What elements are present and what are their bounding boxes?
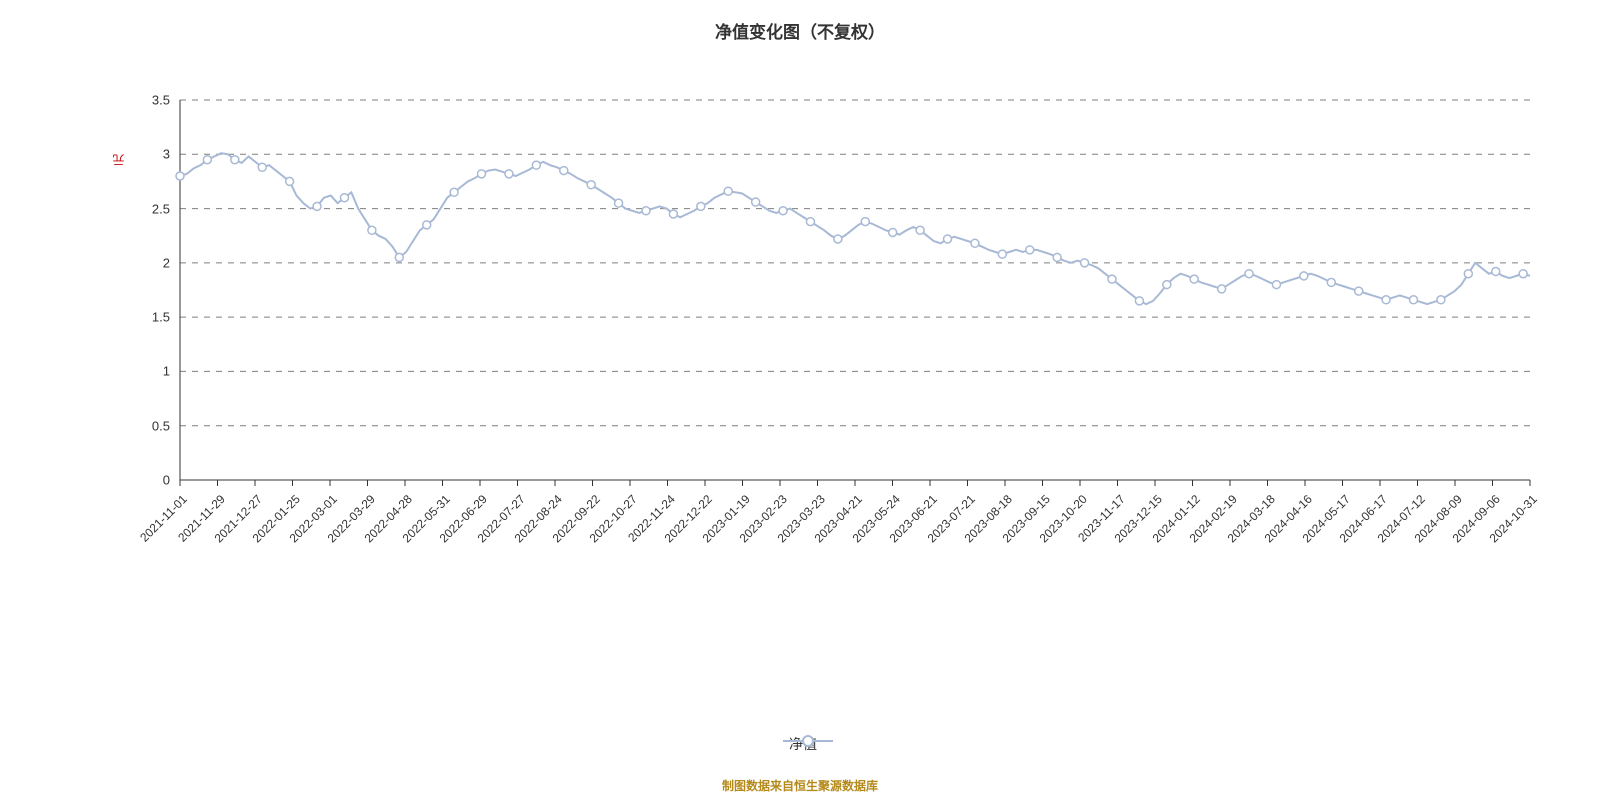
y-tick-label: 0.5: [130, 418, 170, 433]
y-axis-label: 元: [110, 154, 127, 166]
chart-title: 净值变化图（不复权）: [0, 18, 1600, 43]
chart-footer: 制图数据来自恒生聚源数据库: [0, 777, 1600, 794]
plot-area: [170, 90, 1540, 490]
legend: 净值: [0, 734, 1600, 754]
y-tick-label: 2: [130, 255, 170, 270]
y-tick-label: 2.5: [130, 201, 170, 216]
y-tick-label: 3.5: [130, 93, 170, 108]
y-tick-label: 1.5: [130, 310, 170, 325]
y-tick-label: 0: [130, 473, 170, 488]
legend-marker-icon: [783, 734, 833, 748]
chart-container: { "chart": { "type": "line", "title": "净…: [0, 0, 1600, 800]
y-tick-label: 1: [130, 364, 170, 379]
y-tick-label: 3: [130, 147, 170, 162]
